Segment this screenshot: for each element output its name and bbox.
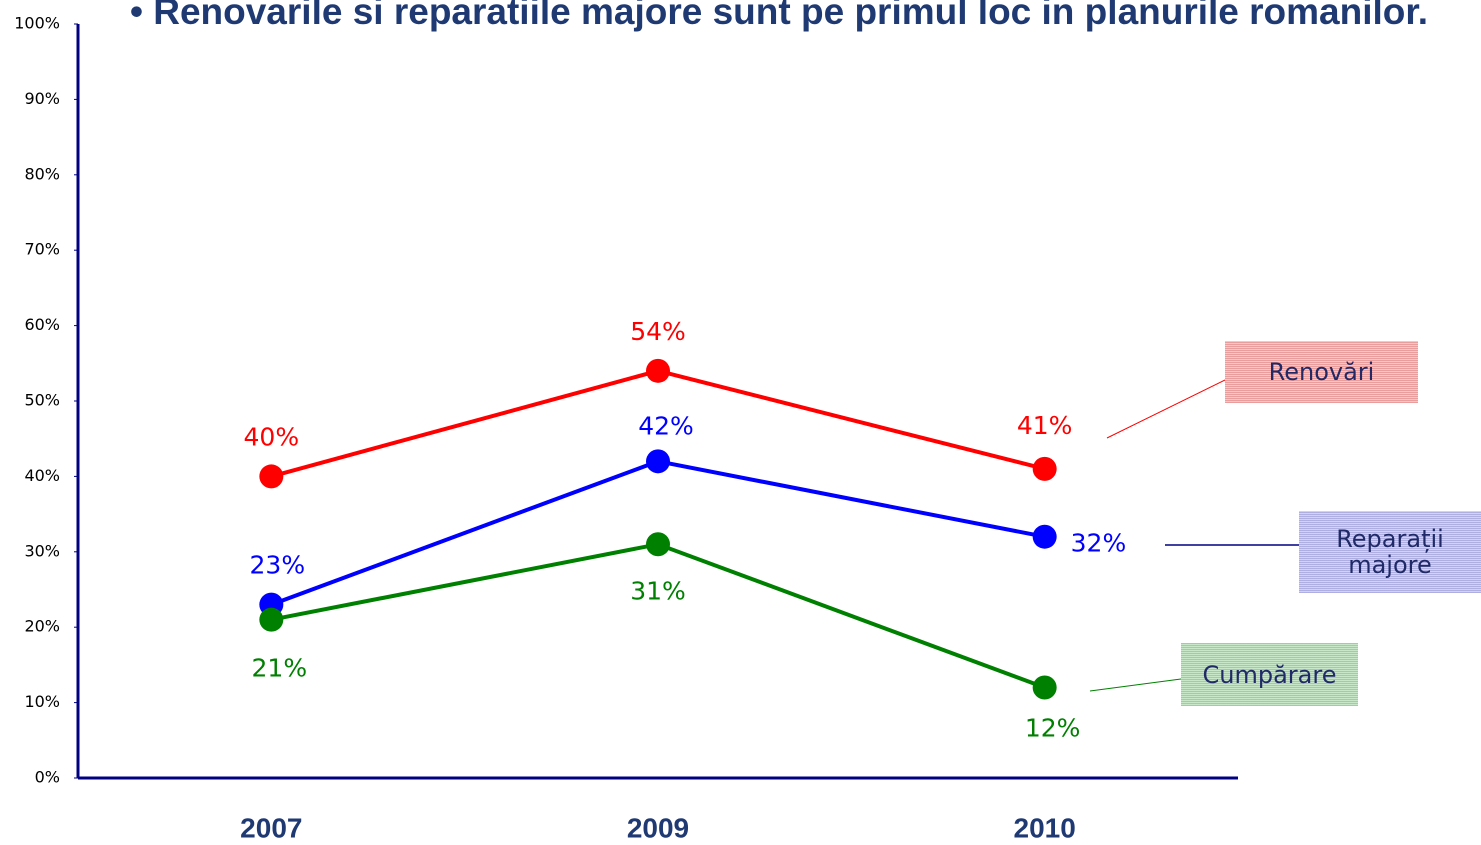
y-tick-label: 30% [24,541,60,560]
y-tick-label: 40% [24,466,60,485]
data-label: 40% [244,422,300,451]
y-tick-label: 90% [24,89,60,108]
y-tick-label: 0% [35,768,60,787]
data-point [259,607,284,632]
y-tick-label: 70% [24,240,60,259]
data-label: 54% [630,317,686,346]
data-label: 23% [250,551,306,580]
data-label: 21% [252,654,308,683]
data-point [646,532,670,557]
data-label: 42% [638,411,694,440]
leader-line [1106,379,1226,439]
data-point [1032,675,1057,700]
data-label: 32% [1071,529,1127,558]
data-point [1032,524,1057,549]
legend-entry: Reparații majore [1299,511,1481,593]
data-point [259,464,284,489]
y-tick-label: 10% [24,692,60,711]
y-tick-label: 80% [24,164,60,183]
y-tick-label: 60% [24,315,60,334]
data-point [1032,456,1057,481]
y-tick-label: 50% [24,391,60,410]
legend-entry: Renovări [1225,341,1418,403]
chart-title: • Renovarile si reparatiile majore sunt … [130,0,1429,32]
y-tick-label: 100% [14,14,60,33]
x-tick-label: 2007 [240,812,302,843]
leader-line [1089,678,1182,692]
data-point [646,358,670,383]
series-line [270,542,1046,690]
y-tick-label: 20% [24,617,60,636]
x-tick-label: 2009 [627,812,689,843]
legend-entry: Cumpărare [1181,643,1358,706]
data-point [646,449,670,474]
data-label: 12% [1025,714,1081,743]
data-label: 31% [630,576,686,605]
x-tick-label: 2010 [1014,812,1076,843]
data-label: 41% [1017,411,1073,440]
